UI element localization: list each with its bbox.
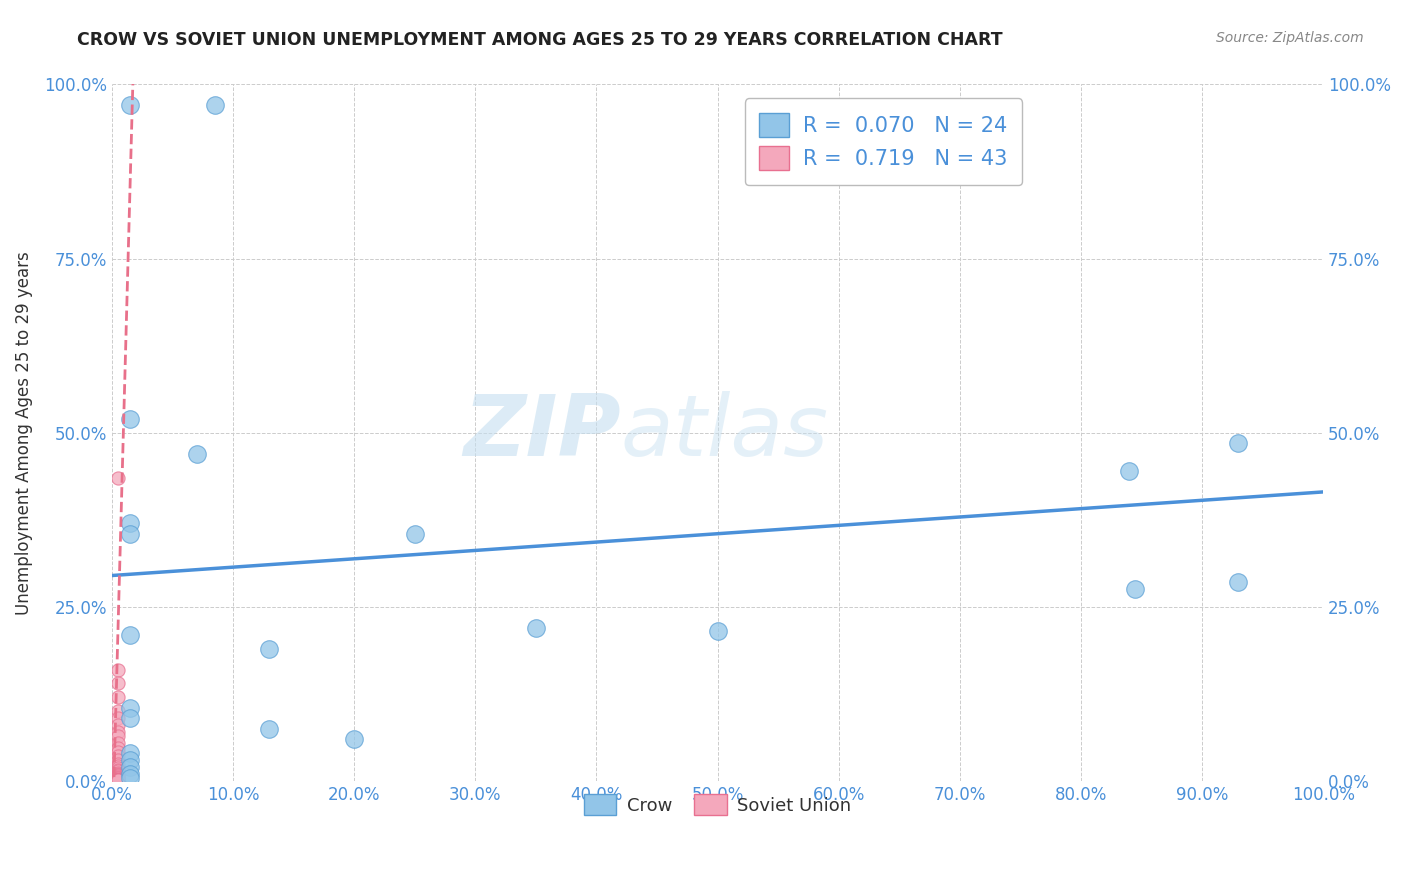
- Point: [107, 772, 129, 787]
- Text: ZIP: ZIP: [463, 392, 620, 475]
- Point: [107, 773, 129, 788]
- Point: [107, 773, 129, 788]
- Point: [107, 676, 129, 690]
- Point: [107, 753, 129, 767]
- Point: [107, 773, 129, 788]
- Point: [204, 98, 226, 112]
- Point: [120, 771, 142, 785]
- Point: [107, 736, 129, 750]
- Point: [259, 641, 281, 656]
- Text: Source: ZipAtlas.com: Source: ZipAtlas.com: [1216, 31, 1364, 45]
- Point: [524, 621, 547, 635]
- Point: [120, 767, 142, 781]
- Point: [186, 447, 208, 461]
- Point: [107, 663, 129, 677]
- Point: [107, 773, 129, 788]
- Point: [1227, 575, 1250, 590]
- Point: [107, 768, 129, 782]
- Point: [343, 732, 366, 747]
- Point: [107, 773, 129, 788]
- Point: [107, 767, 129, 781]
- Point: [120, 411, 142, 425]
- Point: [107, 770, 129, 784]
- Point: [107, 773, 129, 788]
- Text: atlas: atlas: [620, 392, 828, 475]
- Point: [107, 773, 129, 788]
- Point: [1125, 582, 1147, 597]
- Point: [120, 760, 142, 774]
- Point: [120, 628, 142, 642]
- Point: [120, 526, 142, 541]
- Point: [120, 98, 142, 112]
- Y-axis label: Unemployment Among Ages 25 to 29 years: Unemployment Among Ages 25 to 29 years: [15, 251, 32, 615]
- Point: [107, 471, 129, 485]
- Point: [107, 773, 129, 788]
- Point: [1227, 436, 1250, 450]
- Legend: Crow, Soviet Union: Crow, Soviet Union: [575, 785, 860, 824]
- Point: [107, 773, 129, 788]
- Point: [107, 765, 129, 780]
- Point: [107, 729, 129, 743]
- Point: [107, 773, 129, 788]
- Point: [107, 773, 129, 788]
- Point: [107, 763, 129, 777]
- Point: [107, 773, 129, 788]
- Point: [107, 711, 129, 725]
- Point: [120, 753, 142, 767]
- Point: [107, 745, 129, 759]
- Point: [120, 746, 142, 760]
- Point: [706, 624, 728, 639]
- Point: [107, 748, 129, 763]
- Point: [120, 701, 142, 715]
- Point: [120, 711, 142, 725]
- Point: [107, 690, 129, 705]
- Point: [107, 769, 129, 783]
- Text: CROW VS SOVIET UNION UNEMPLOYMENT AMONG AGES 25 TO 29 YEARS CORRELATION CHART: CROW VS SOVIET UNION UNEMPLOYMENT AMONG …: [77, 31, 1002, 49]
- Point: [404, 526, 426, 541]
- Point: [107, 718, 129, 732]
- Point: [107, 768, 129, 782]
- Point: [259, 722, 281, 736]
- Point: [107, 704, 129, 718]
- Point: [107, 773, 129, 788]
- Point: [107, 725, 129, 739]
- Point: [107, 761, 129, 775]
- Point: [107, 772, 129, 787]
- Point: [1118, 464, 1140, 478]
- Point: [107, 758, 129, 772]
- Point: [107, 772, 129, 786]
- Point: [107, 764, 129, 779]
- Point: [107, 771, 129, 785]
- Point: [120, 516, 142, 531]
- Point: [107, 771, 129, 785]
- Point: [107, 740, 129, 755]
- Point: [107, 756, 129, 771]
